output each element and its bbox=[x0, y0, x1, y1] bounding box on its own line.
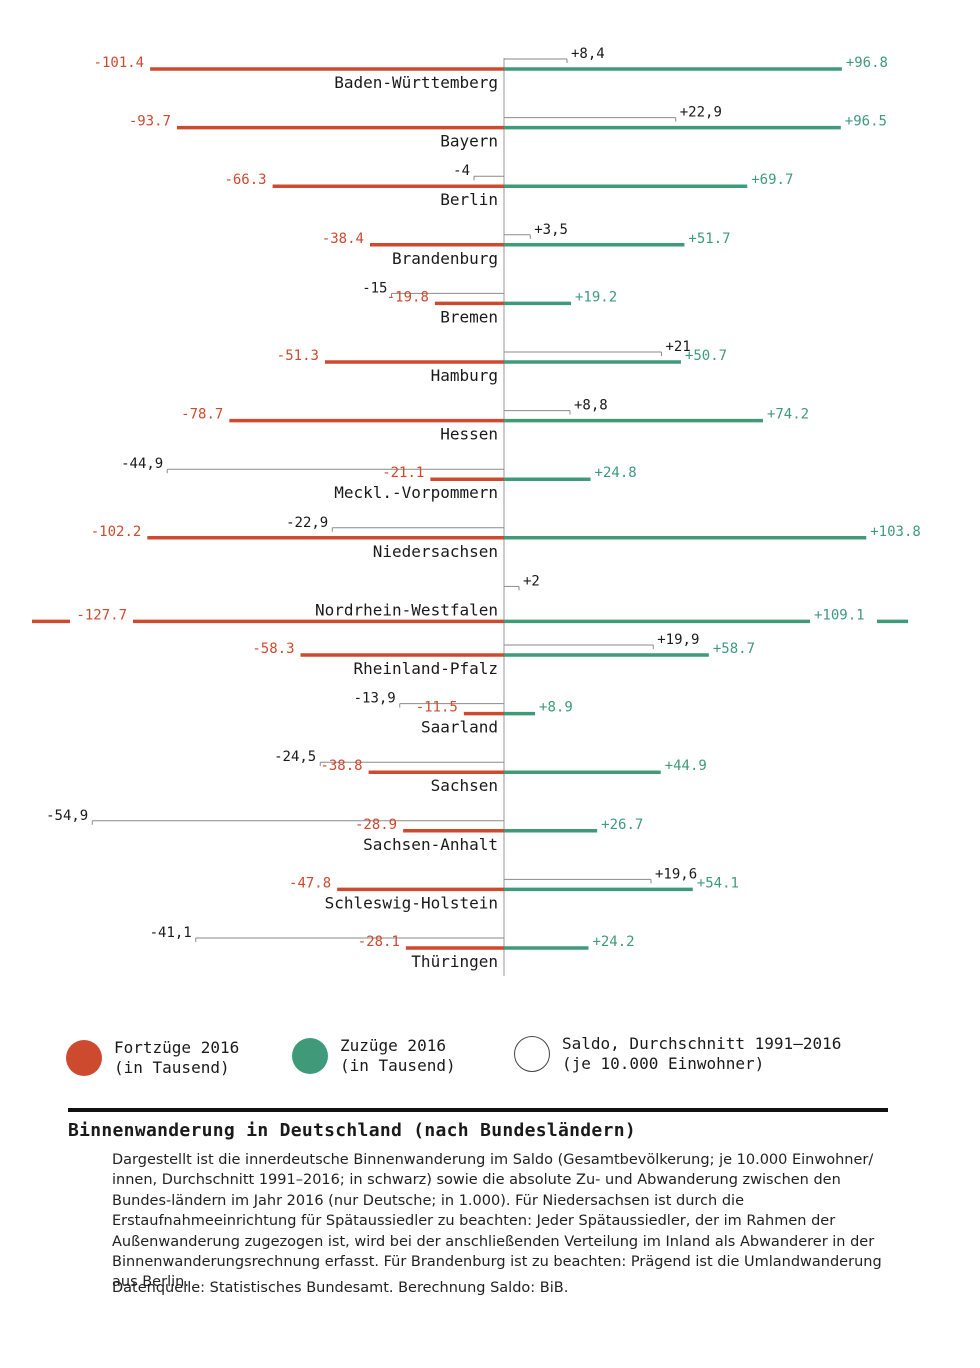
saldo-label: -54,9 bbox=[46, 808, 88, 824]
zuzuege-label: +69.7 bbox=[751, 172, 793, 188]
state-label: Berlin bbox=[440, 190, 498, 209]
legend: Fortzüge 2016 (in Tausend) Zuzüge 2016 (… bbox=[0, 1030, 980, 1100]
saldo-label: +8,8 bbox=[574, 398, 608, 414]
fortzuege-label: -28.1 bbox=[358, 934, 400, 950]
data-source: Datenquelle: Statistisches Bundesamt. Be… bbox=[112, 1280, 569, 1296]
zuzuege-label: +19.2 bbox=[575, 289, 617, 305]
zuzuege-label: +24.2 bbox=[592, 934, 634, 950]
legend-swatch-saldo bbox=[514, 1036, 550, 1072]
zuzuege-label: +103.8 bbox=[870, 524, 921, 540]
zuzuege-label: +50.7 bbox=[685, 348, 727, 364]
saldo-label: +3,5 bbox=[534, 222, 568, 238]
state-label: Sachsen-Anhalt bbox=[363, 835, 498, 854]
zuzuege-label: +51.7 bbox=[688, 231, 730, 247]
fortzuege-label: -28.9 bbox=[355, 817, 397, 833]
fortzuege-label: -11.5 bbox=[416, 700, 458, 716]
legend-item-zuzuege: Zuzüge 2016 (in Tausend) bbox=[292, 1036, 456, 1076]
legend-item-fortzuege: Fortzüge 2016 (in Tausend) bbox=[66, 1038, 239, 1078]
state-label: Brandenburg bbox=[392, 249, 498, 268]
fortzuege-label: -66.3 bbox=[224, 172, 266, 188]
saldo-label: -15 bbox=[362, 280, 387, 296]
zuzuege-label: +96.5 bbox=[845, 114, 887, 130]
zuzuege-label: +8.9 bbox=[539, 700, 573, 716]
zuzuege-label: +24.8 bbox=[595, 465, 637, 481]
fortzuege-label: -38.4 bbox=[322, 231, 364, 247]
legend-item-saldo: Saldo, Durchschnitt 1991–2016 (je 10.000… bbox=[514, 1034, 841, 1074]
fortzuege-label: -21.1 bbox=[382, 465, 424, 481]
state-label: Meckl.-Vorpommern bbox=[334, 483, 498, 502]
zuzuege-label: +109.1 bbox=[814, 607, 865, 623]
legend-swatch-zuzuege bbox=[292, 1038, 328, 1074]
fortzuege-label: -127.7 bbox=[76, 607, 127, 623]
saldo-label: -44,9 bbox=[121, 456, 163, 472]
state-label: Hamburg bbox=[431, 366, 498, 385]
chart-description: Dargestellt ist die innerdeutsche Binnen… bbox=[112, 1152, 882, 1291]
zuzuege-label: +58.7 bbox=[713, 641, 755, 657]
saldo-label: -13,9 bbox=[354, 691, 396, 707]
state-label: Sachsen bbox=[431, 776, 498, 795]
state-label: Saarland bbox=[421, 718, 498, 737]
fortzuege-label: -47.8 bbox=[289, 875, 331, 891]
state-label: Baden-Württemberg bbox=[334, 73, 498, 92]
fortzuege-label: -78.7 bbox=[181, 407, 223, 423]
fortzuege-label: -102.2 bbox=[91, 524, 142, 540]
fortzuege-label: -38.8 bbox=[320, 758, 362, 774]
fortzuege-label: -19.8 bbox=[387, 289, 429, 305]
fortzuege-label: -101.4 bbox=[94, 55, 145, 71]
saldo-label: +19,9 bbox=[657, 632, 699, 648]
migration-chart: -101.4 +96.8 +8,4 Baden-Württemberg -93.7 +96… bbox=[32, 46, 921, 976]
saldo-label: +2 bbox=[523, 573, 540, 589]
fortzuege-label: -58.3 bbox=[252, 641, 294, 657]
state-label: Nordrhein-Westfalen bbox=[315, 600, 498, 619]
state-label: Niedersachsen bbox=[373, 542, 498, 561]
state-label: Thüringen bbox=[411, 952, 498, 971]
saldo-label: +8,4 bbox=[571, 46, 605, 62]
saldo-label: -4 bbox=[453, 163, 470, 179]
legend-swatch-fortzuege bbox=[66, 1040, 102, 1076]
saldo-label: -24,5 bbox=[274, 749, 316, 765]
zuzuege-label: +44.9 bbox=[665, 758, 707, 774]
state-label: Bremen bbox=[440, 307, 498, 326]
saldo-label: +19,6 bbox=[655, 866, 697, 882]
legend-label-fortzuege: Fortzüge 2016 (in Tausend) bbox=[114, 1038, 240, 1077]
state-label: Bayern bbox=[440, 132, 498, 151]
zuzuege-label: +26.7 bbox=[601, 817, 643, 833]
state-label: Rheinland-Pfalz bbox=[354, 659, 499, 678]
state-label: Schleswig-Holstein bbox=[325, 893, 498, 912]
zuzuege-label: +54.1 bbox=[697, 875, 739, 891]
zuzuege-label: +74.2 bbox=[767, 407, 809, 423]
chart-title: Binnenwanderung in Deutschland (nach Bun… bbox=[68, 1120, 636, 1141]
zuzuege-label: +96.8 bbox=[846, 55, 888, 71]
saldo-label: +21 bbox=[666, 339, 691, 355]
fortzuege-label: -93.7 bbox=[129, 114, 171, 130]
saldo-label: +22,9 bbox=[680, 105, 722, 121]
state-label: Hessen bbox=[440, 425, 498, 444]
legend-label-saldo: Saldo, Durchschnitt 1991–2016 (je 10.000… bbox=[562, 1034, 842, 1073]
fortzuege-label: -51.3 bbox=[277, 348, 319, 364]
title-rule bbox=[68, 1108, 888, 1112]
saldo-label: -22,9 bbox=[286, 515, 328, 531]
legend-label-zuzuege: Zuzüge 2016 (in Tausend) bbox=[340, 1036, 456, 1075]
saldo-label: -41,1 bbox=[150, 925, 192, 941]
